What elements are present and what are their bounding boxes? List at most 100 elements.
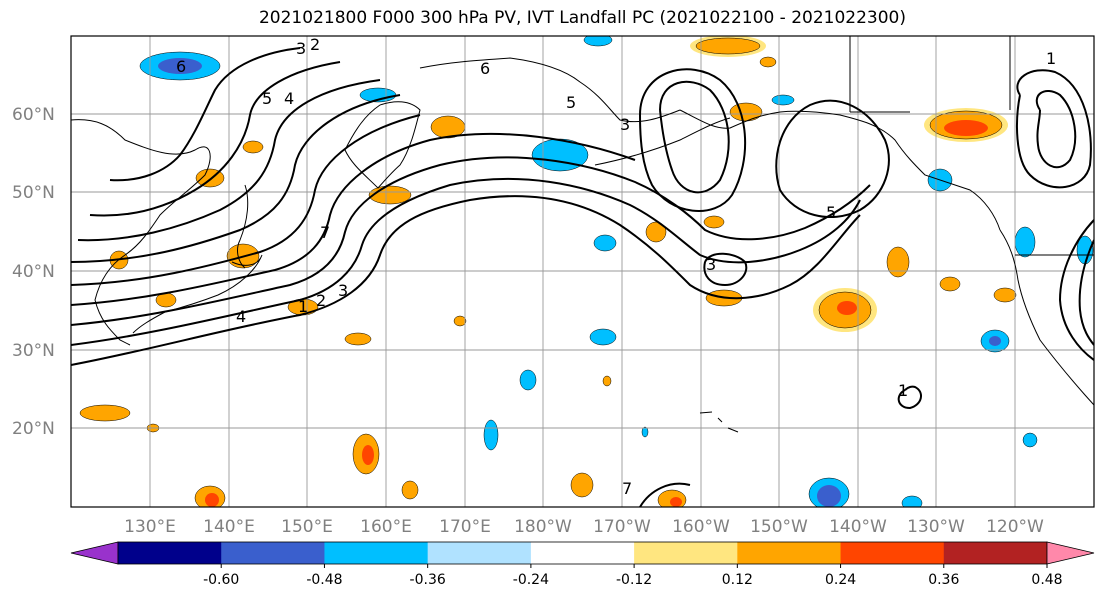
- contour-label: 4: [284, 89, 294, 108]
- negative-anomaly: [519, 369, 537, 391]
- contour-line: [1035, 90, 1077, 169]
- lon-label: 160°W: [672, 517, 730, 537]
- contour-label: 1: [898, 381, 908, 400]
- contour-line: [89, 61, 341, 217]
- colorbar-cell: [634, 542, 738, 564]
- contour-line: [897, 385, 922, 410]
- positive-anomaly: [695, 37, 761, 55]
- latitude-labels: 60°N 50°N 40°N 30°N 20°N: [12, 105, 55, 439]
- contour-label: 7: [622, 479, 632, 498]
- negative-anomaly: [771, 94, 795, 106]
- positive-anomaly: [703, 215, 725, 229]
- lat-label: 40°N: [12, 262, 55, 282]
- contour-label: 2: [310, 35, 320, 54]
- colorbar-cell: [943, 542, 1048, 564]
- colorbar-tick-label: 0.48: [1031, 572, 1062, 588]
- colorbar-cell: [427, 542, 532, 564]
- aleutians-coastline: [594, 117, 731, 166]
- contour-label: 2: [316, 291, 326, 310]
- lon-label: 130°W: [907, 517, 965, 537]
- lon-label: 180°W: [514, 517, 572, 537]
- sakhalin-coastline: [237, 184, 249, 269]
- positive-anomaly: [242, 140, 264, 154]
- hawaii-islands: [699, 411, 739, 433]
- contour-line: [1078, 239, 1094, 346]
- alaska-coastline: [679, 109, 1001, 231]
- contour-line: [71, 132, 636, 306]
- graticule: [71, 36, 1094, 507]
- colorbar-tick-label: -0.36: [410, 572, 446, 588]
- negative-anomaly: [593, 234, 617, 252]
- contour-line: [659, 80, 730, 194]
- positive-anomaly: [645, 221, 667, 243]
- contour-label: 5: [566, 93, 576, 112]
- lon-label: 120°W: [986, 517, 1044, 537]
- lon-label: 150°W: [750, 517, 808, 537]
- colorbar: -0.60 -0.48 -0.36 -0.24 -0.12 0.12 0.24 0.36 0.4…: [70, 541, 1095, 588]
- negative-anomaly: [641, 426, 649, 438]
- negative-anomaly: [901, 495, 923, 507]
- positive-anomaly: [570, 472, 594, 498]
- positive-anomaly: [670, 497, 682, 507]
- kamchatka-coastline: [344, 101, 421, 189]
- negative-anomaly: [483, 419, 499, 451]
- colorbar-cell: [530, 542, 635, 564]
- contour-label: 4: [236, 307, 246, 326]
- contour-line: [639, 68, 747, 212]
- colorbar-extend-low: [70, 541, 119, 565]
- negative-anomaly: [158, 58, 202, 74]
- negative-anomaly: [989, 336, 1001, 346]
- contour-line: [71, 177, 861, 346]
- colorbar-tick-label: 0.24: [825, 572, 856, 588]
- positive-anomaly: [837, 301, 857, 315]
- colorbar-tick-label: -0.12: [616, 572, 652, 588]
- positive-anomaly: [759, 56, 777, 68]
- contour-label: 3: [620, 115, 630, 134]
- map-frame: [70, 35, 1095, 508]
- colorbar-tick-label: 0.36: [928, 572, 959, 588]
- anomaly-shading: [79, 36, 1094, 507]
- longitude-labels: 130°E 140°E 150°E 160°E 170°E 180°W 170°…: [124, 517, 1044, 537]
- contour-label: 3: [706, 255, 716, 274]
- positive-anomaly: [729, 102, 763, 122]
- positive-anomaly: [344, 332, 372, 346]
- pv-contours: [71, 47, 1094, 507]
- contour-line: [1058, 219, 1094, 361]
- lat-label: 20°N: [12, 419, 55, 439]
- positive-anomaly: [79, 404, 131, 422]
- negative-anomaly: [583, 36, 613, 47]
- lon-label: 160°E: [360, 517, 412, 537]
- positive-anomaly: [939, 276, 961, 292]
- map-plot-area: 6 5 4 3 2 1 7 6 5 3 3 1 7 5 4 3 2 1: [71, 35, 1094, 507]
- positive-anomaly: [886, 246, 910, 278]
- colorbar-tick-label: -0.48: [306, 572, 342, 588]
- lon-label: 170°W: [593, 517, 651, 537]
- contour-label: 1: [1046, 49, 1056, 68]
- lon-label: 140°E: [203, 517, 255, 537]
- positive-anomaly: [368, 185, 412, 205]
- colorbar-cell: [840, 542, 945, 564]
- colorbar-extend-high: [1046, 541, 1095, 565]
- contour-line: [1016, 69, 1092, 189]
- border-line: [849, 36, 1094, 256]
- colorbar-cell: [221, 542, 325, 564]
- contour-label: 1: [298, 297, 308, 316]
- negative-anomaly: [1022, 432, 1038, 448]
- contour-line: [775, 99, 890, 219]
- colorbar-cell: [118, 542, 222, 564]
- contour-line: [77, 79, 381, 242]
- colorbar-cell: [737, 542, 842, 564]
- negative-anomaly: [817, 485, 841, 507]
- negative-anomaly: [1014, 226, 1036, 258]
- contour-labels: 6 5 4 3 2 1 7 6 5 3 3 1 7 5 4 3 2 1: [176, 35, 1056, 498]
- japan-coastline: [132, 254, 263, 334]
- lat-label: 30°N: [12, 341, 55, 361]
- contour-line: [71, 195, 861, 366]
- contour-label: 6: [176, 57, 186, 76]
- siberia-coastline: [419, 57, 681, 123]
- contour-line: [109, 47, 301, 182]
- contour-line: [71, 156, 871, 326]
- colorbar-tick-label: -0.60: [203, 572, 239, 588]
- positive-anomaly: [401, 480, 419, 500]
